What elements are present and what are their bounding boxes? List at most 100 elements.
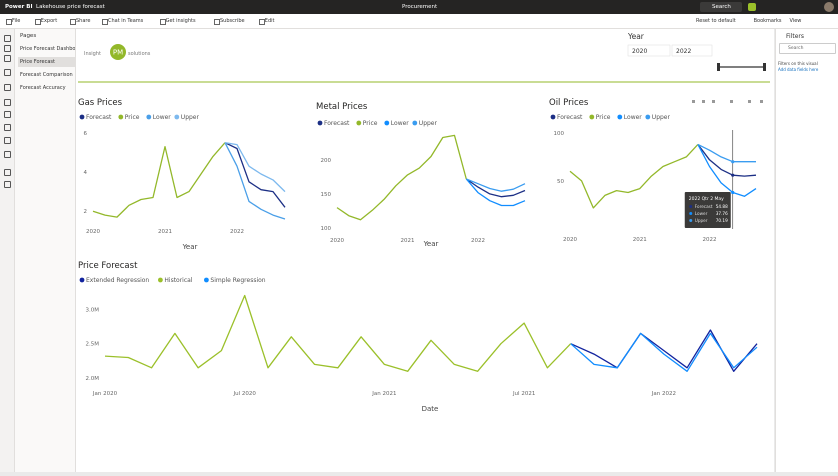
notification-icon[interactable] [748, 3, 756, 11]
report-canvas: Insight PM solutions Year 2020 2022 Gas … [76, 29, 774, 472]
y-tick-label: 2 [84, 209, 88, 215]
y-tick-label: 2.5M [86, 342, 100, 348]
toolbar-item[interactable]: Get insights [165, 18, 196, 24]
nav-icon[interactable] [4, 99, 11, 106]
toolbar-icon[interactable] [102, 19, 108, 25]
nav-icon[interactable] [4, 137, 11, 144]
nav-icon[interactable] [4, 45, 11, 52]
toolbar-item[interactable]: Edit [264, 18, 275, 24]
legend-marker [356, 120, 362, 126]
toolbar-item[interactable]: Export [40, 18, 58, 24]
toolbar-icon[interactable] [34, 19, 41, 25]
x-tick-label: 2022 [230, 229, 244, 235]
page-tab[interactable]: Forecast Comparison [20, 72, 73, 78]
chart: Metal Prices Forecast Price Lower Upper 100 15… [316, 102, 526, 248]
legend-label: Historical [164, 277, 192, 284]
toolbar-icon[interactable] [70, 19, 76, 25]
visual-icon[interactable] [760, 100, 763, 103]
nav-rail [0, 29, 15, 472]
chart-title: Metal Prices [316, 102, 368, 112]
visual-icon[interactable] [692, 100, 695, 103]
chart: Price Forecast Extended Regression Histori… [78, 261, 758, 413]
hover-dot [731, 190, 735, 195]
search-text[interactable]: Search [712, 4, 731, 10]
line-series [224, 142, 286, 193]
x-tick-label: 2020 [86, 229, 100, 235]
line-series [466, 178, 526, 192]
toolbar-item[interactable]: Share [76, 18, 91, 24]
chart-title: Gas Prices [78, 98, 123, 108]
hover-dot [731, 160, 735, 164]
legend-label: Forecast [324, 120, 350, 127]
page-tab[interactable]: Forecast Accuracy [20, 85, 66, 91]
slicer-from-box[interactable] [627, 44, 671, 57]
legend-marker [79, 277, 85, 283]
visual-icon[interactable] [748, 100, 751, 103]
nav-icon[interactable] [4, 169, 11, 176]
canvas-group: Insight PM solutions Year 2020 2022 Gas … [78, 32, 770, 413]
toolbar-item[interactable]: Bookmarks [753, 18, 782, 24]
slicer-from[interactable]: 2020 [632, 48, 647, 55]
toolbar-item[interactable]: View [789, 18, 802, 24]
slicer-to-box[interactable] [671, 44, 713, 57]
avatar[interactable] [824, 2, 834, 12]
chart: Gas Prices Forecast Price Lower Upper 2 4 6 2020… [78, 98, 286, 251]
filters-link[interactable]: Add data fields here [778, 67, 819, 72]
legend-marker [146, 114, 152, 120]
line-series [569, 143, 699, 209]
legend-marker [617, 114, 623, 120]
slicer-handle[interactable] [763, 63, 766, 71]
tooltip-marker [689, 219, 693, 222]
legend-label: Price [125, 114, 140, 121]
toolbar-icon[interactable] [6, 19, 12, 25]
x-axis-label: Year [423, 240, 439, 248]
nav-icon[interactable] [4, 151, 11, 158]
slicer-handle[interactable] [717, 63, 720, 71]
tooltip-name: Lower [695, 211, 708, 216]
nav-icon[interactable] [4, 181, 11, 188]
nav-icon[interactable] [4, 35, 11, 42]
workspace[interactable]: Procurement [402, 4, 438, 10]
filters-search[interactable] [779, 43, 836, 54]
toolbar-item[interactable]: Subscribe [220, 18, 245, 24]
nav-icon[interactable] [4, 124, 11, 131]
legend-label: Lower [391, 120, 410, 127]
line-series [224, 142, 286, 208]
x-tick-label: Jul 2020 [233, 391, 257, 397]
line-series [697, 144, 757, 197]
page-tab[interactable]: Price Forecast Dashboard [20, 46, 75, 52]
chart: Oil Prices Forecast Price Lower Upper 50 100 20… [549, 98, 757, 243]
toolbar-icon[interactable] [214, 19, 220, 25]
legend-marker [550, 114, 556, 120]
visual-icon[interactable] [730, 100, 733, 103]
x-tick-label: Jan 2020 [92, 391, 118, 397]
toolbar-item[interactable]: File [12, 18, 21, 24]
y-tick-label: 6 [84, 131, 88, 137]
logo-mark: PM [113, 49, 123, 57]
line-series [224, 142, 286, 220]
y-tick-label: 3.0M [86, 307, 100, 313]
legend-label: Price [363, 120, 378, 127]
toolbar-item[interactable]: Reset to default [696, 18, 736, 24]
x-tick-label: Jul 2021 [512, 391, 535, 397]
nav-icon[interactable] [4, 84, 11, 91]
nav-icon[interactable] [4, 111, 11, 118]
report-name[interactable]: Lakehouse price forecast [36, 4, 105, 10]
filters-search-text[interactable]: Search [788, 46, 804, 51]
y-tick-label: 50 [557, 179, 564, 185]
line-series [104, 294, 572, 372]
nav-icon[interactable] [4, 69, 11, 76]
toolbar-item[interactable]: Chat in Teams [108, 18, 144, 24]
page-tab[interactable]: Price Forecast [18, 57, 75, 67]
visual-icon[interactable] [702, 100, 705, 103]
toolbar: File Export Share Chat in Teams Get insights… [0, 14, 838, 29]
toolbar-icon[interactable] [159, 19, 166, 25]
search-box[interactable] [700, 2, 742, 12]
visual-icon[interactable] [712, 100, 715, 103]
x-tick-label: 2022 [471, 238, 485, 244]
slicer-to[interactable]: 2022 [676, 48, 691, 55]
toolbar-icon[interactable] [258, 19, 265, 25]
nav-icon[interactable] [4, 55, 11, 62]
top-bar: Power BI Lakehouse price forecast Procur… [0, 0, 838, 14]
legend-marker [589, 114, 595, 120]
